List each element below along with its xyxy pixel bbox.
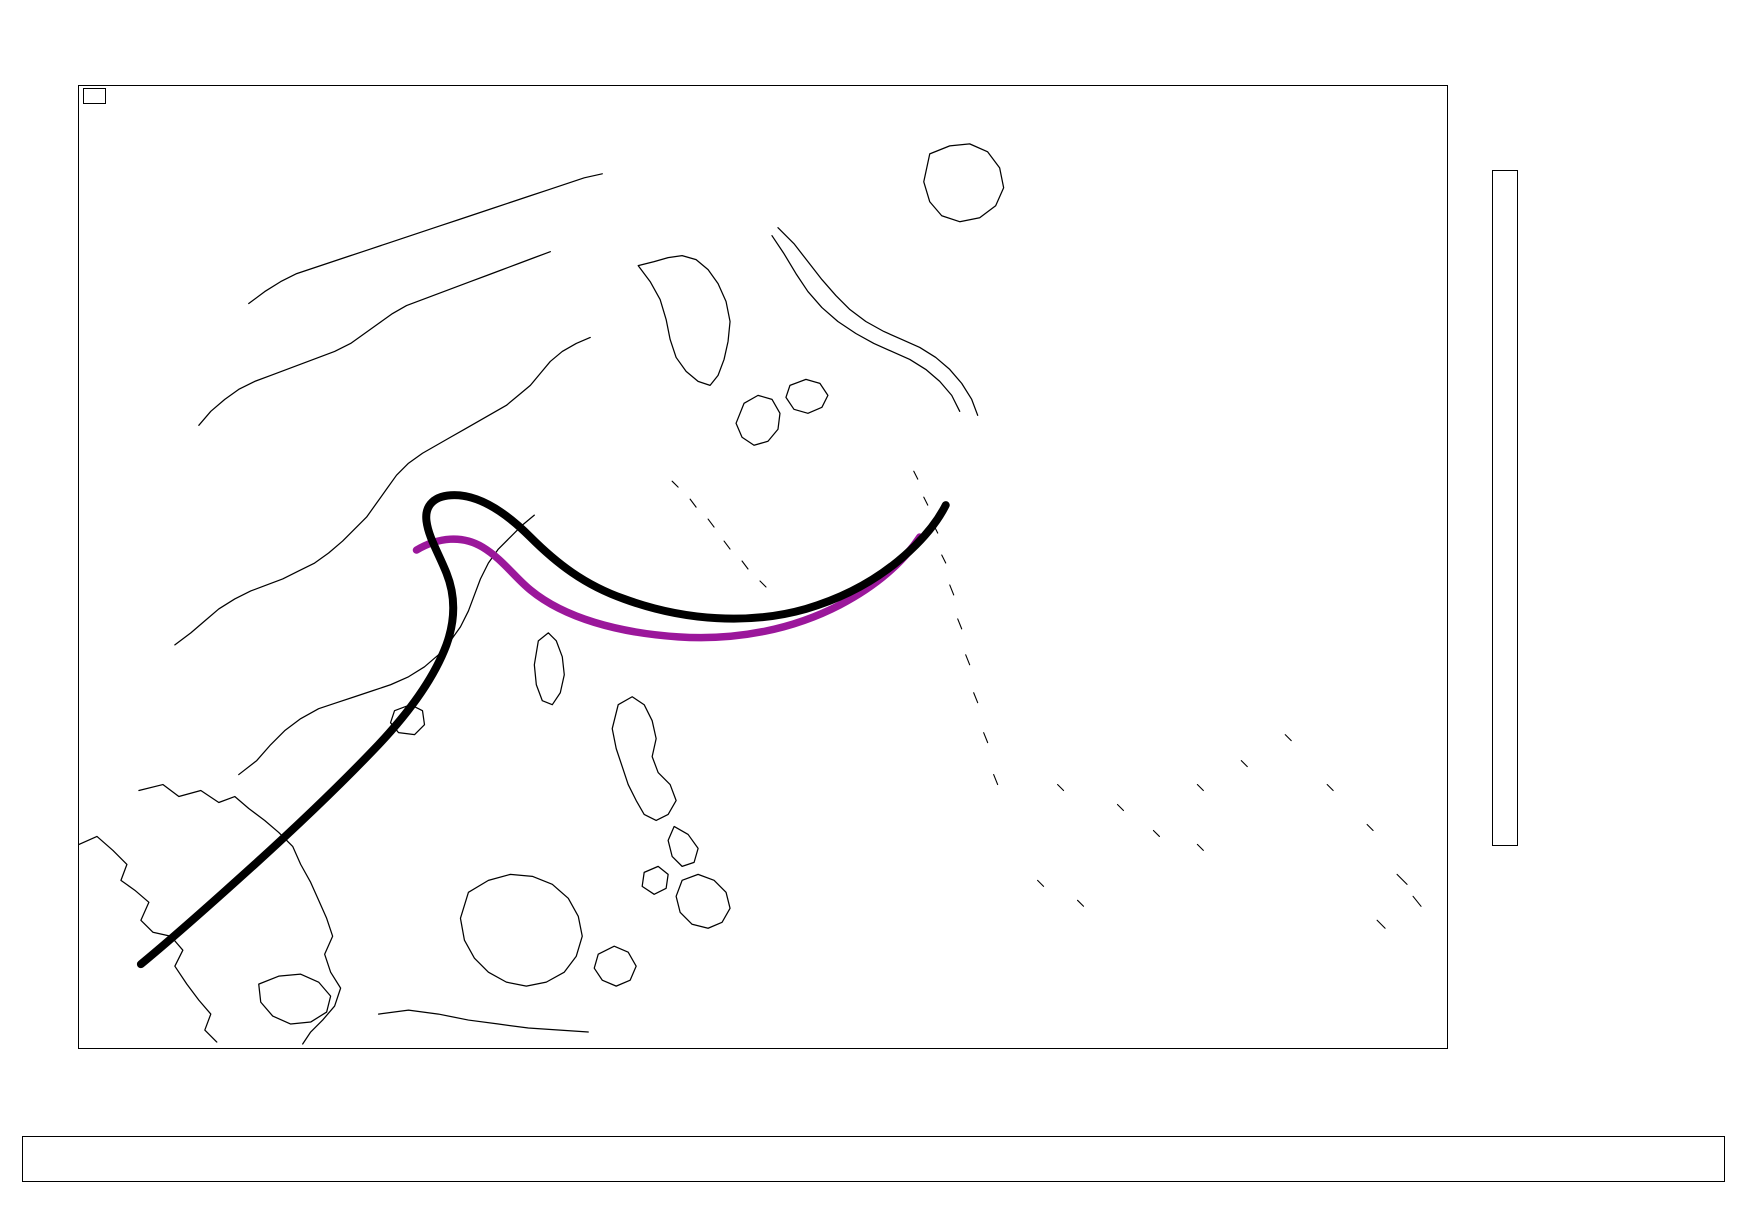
coastline-layer — [79, 143, 1422, 1045]
forecast-map[interactable] — [78, 85, 1448, 1049]
map-canvas — [79, 143, 1422, 1045]
percentage-bar[interactable] — [22, 1136, 1725, 1182]
colorbar[interactable] — [1492, 170, 1518, 846]
map-legend[interactable] — [83, 88, 106, 104]
hres-track — [412, 533, 924, 642]
analysis-track — [136, 491, 950, 969]
